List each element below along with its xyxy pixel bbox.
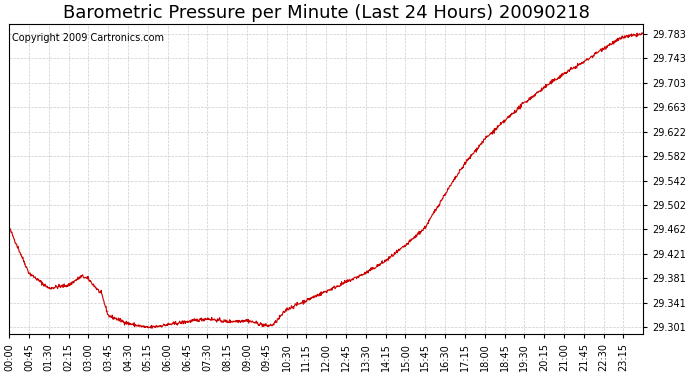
Title: Barometric Pressure per Minute (Last 24 Hours) 20090218: Barometric Pressure per Minute (Last 24 … xyxy=(63,4,589,22)
Text: Copyright 2009 Cartronics.com: Copyright 2009 Cartronics.com xyxy=(12,33,164,43)
